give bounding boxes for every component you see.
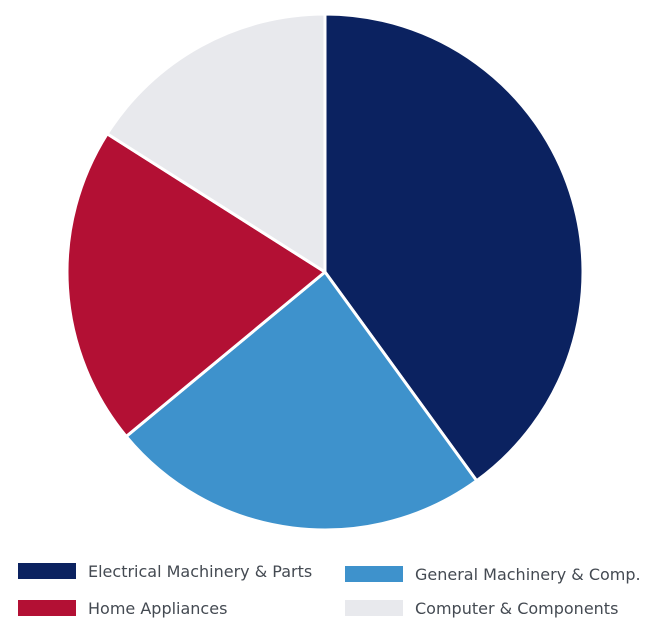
legend-swatch [18, 600, 76, 616]
pie-chart [65, 12, 585, 532]
legend-label: Computer & Components [415, 598, 619, 618]
legend-item-computer-components: Computer & Components [345, 597, 618, 619]
pie-slice-general-machinery-comp [124, 270, 479, 532]
pie-slice-home-appliances [65, 132, 327, 438]
legend-label: Electrical Machinery & Parts [88, 561, 313, 581]
pie-slices [65, 12, 585, 532]
legend-swatch [18, 563, 76, 579]
legend-label: General Machinery & Comp. [415, 564, 641, 584]
legend-item-general-machinery: General Machinery & Comp. [345, 563, 641, 585]
legend-swatch [345, 600, 403, 616]
pie-slice-computer-components [105, 12, 327, 274]
pie-slice-electrical-machinery-parts [323, 12, 585, 483]
legend-item-home-appliances: Home Appliances [18, 597, 227, 619]
legend-item-electrical-machinery: Electrical Machinery & Parts [18, 560, 312, 582]
legend-label: Home Appliances [88, 598, 228, 618]
legend-swatch [345, 566, 403, 582]
